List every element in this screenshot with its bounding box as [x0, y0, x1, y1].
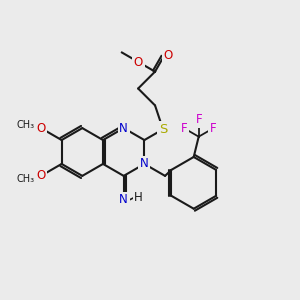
Text: CH₃: CH₃ [16, 120, 34, 130]
Text: CH₃: CH₃ [16, 174, 34, 184]
Text: N: N [119, 122, 128, 135]
Text: F: F [210, 122, 217, 135]
Text: O: O [134, 56, 143, 69]
Text: O: O [164, 49, 173, 62]
Text: N: N [119, 193, 128, 206]
Text: F: F [181, 122, 188, 135]
Text: S: S [159, 123, 167, 136]
Text: H: H [134, 191, 143, 204]
Text: O: O [36, 122, 46, 135]
Text: N: N [140, 158, 149, 170]
Text: F: F [195, 113, 202, 126]
Text: O: O [36, 169, 46, 182]
